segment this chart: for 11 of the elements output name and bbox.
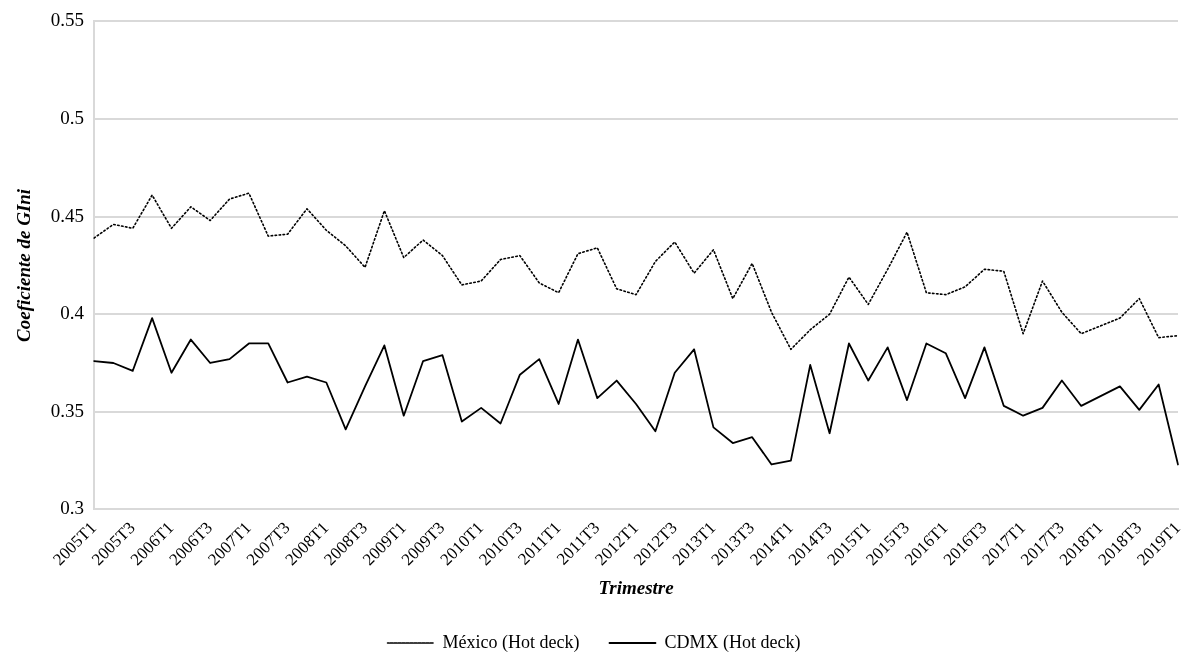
- y-axis-title: Coeficiente de GIni: [13, 188, 35, 342]
- legend-label: CDMX (Hot deck): [664, 631, 801, 653]
- line-series: [93, 192, 1179, 351]
- y-tick-label: 0.35: [50, 399, 85, 421]
- y-tick-label: 0.4: [60, 302, 85, 324]
- x-axis-title: Trimestre: [598, 576, 675, 598]
- y-tick-label: 0.3: [60, 497, 85, 519]
- y-tick-label: 0.5: [60, 106, 85, 128]
- y-tick-label: 0.55: [50, 9, 85, 31]
- y-tick-label: 0.45: [50, 204, 85, 226]
- legend-label: México (Hot deck): [442, 631, 580, 653]
